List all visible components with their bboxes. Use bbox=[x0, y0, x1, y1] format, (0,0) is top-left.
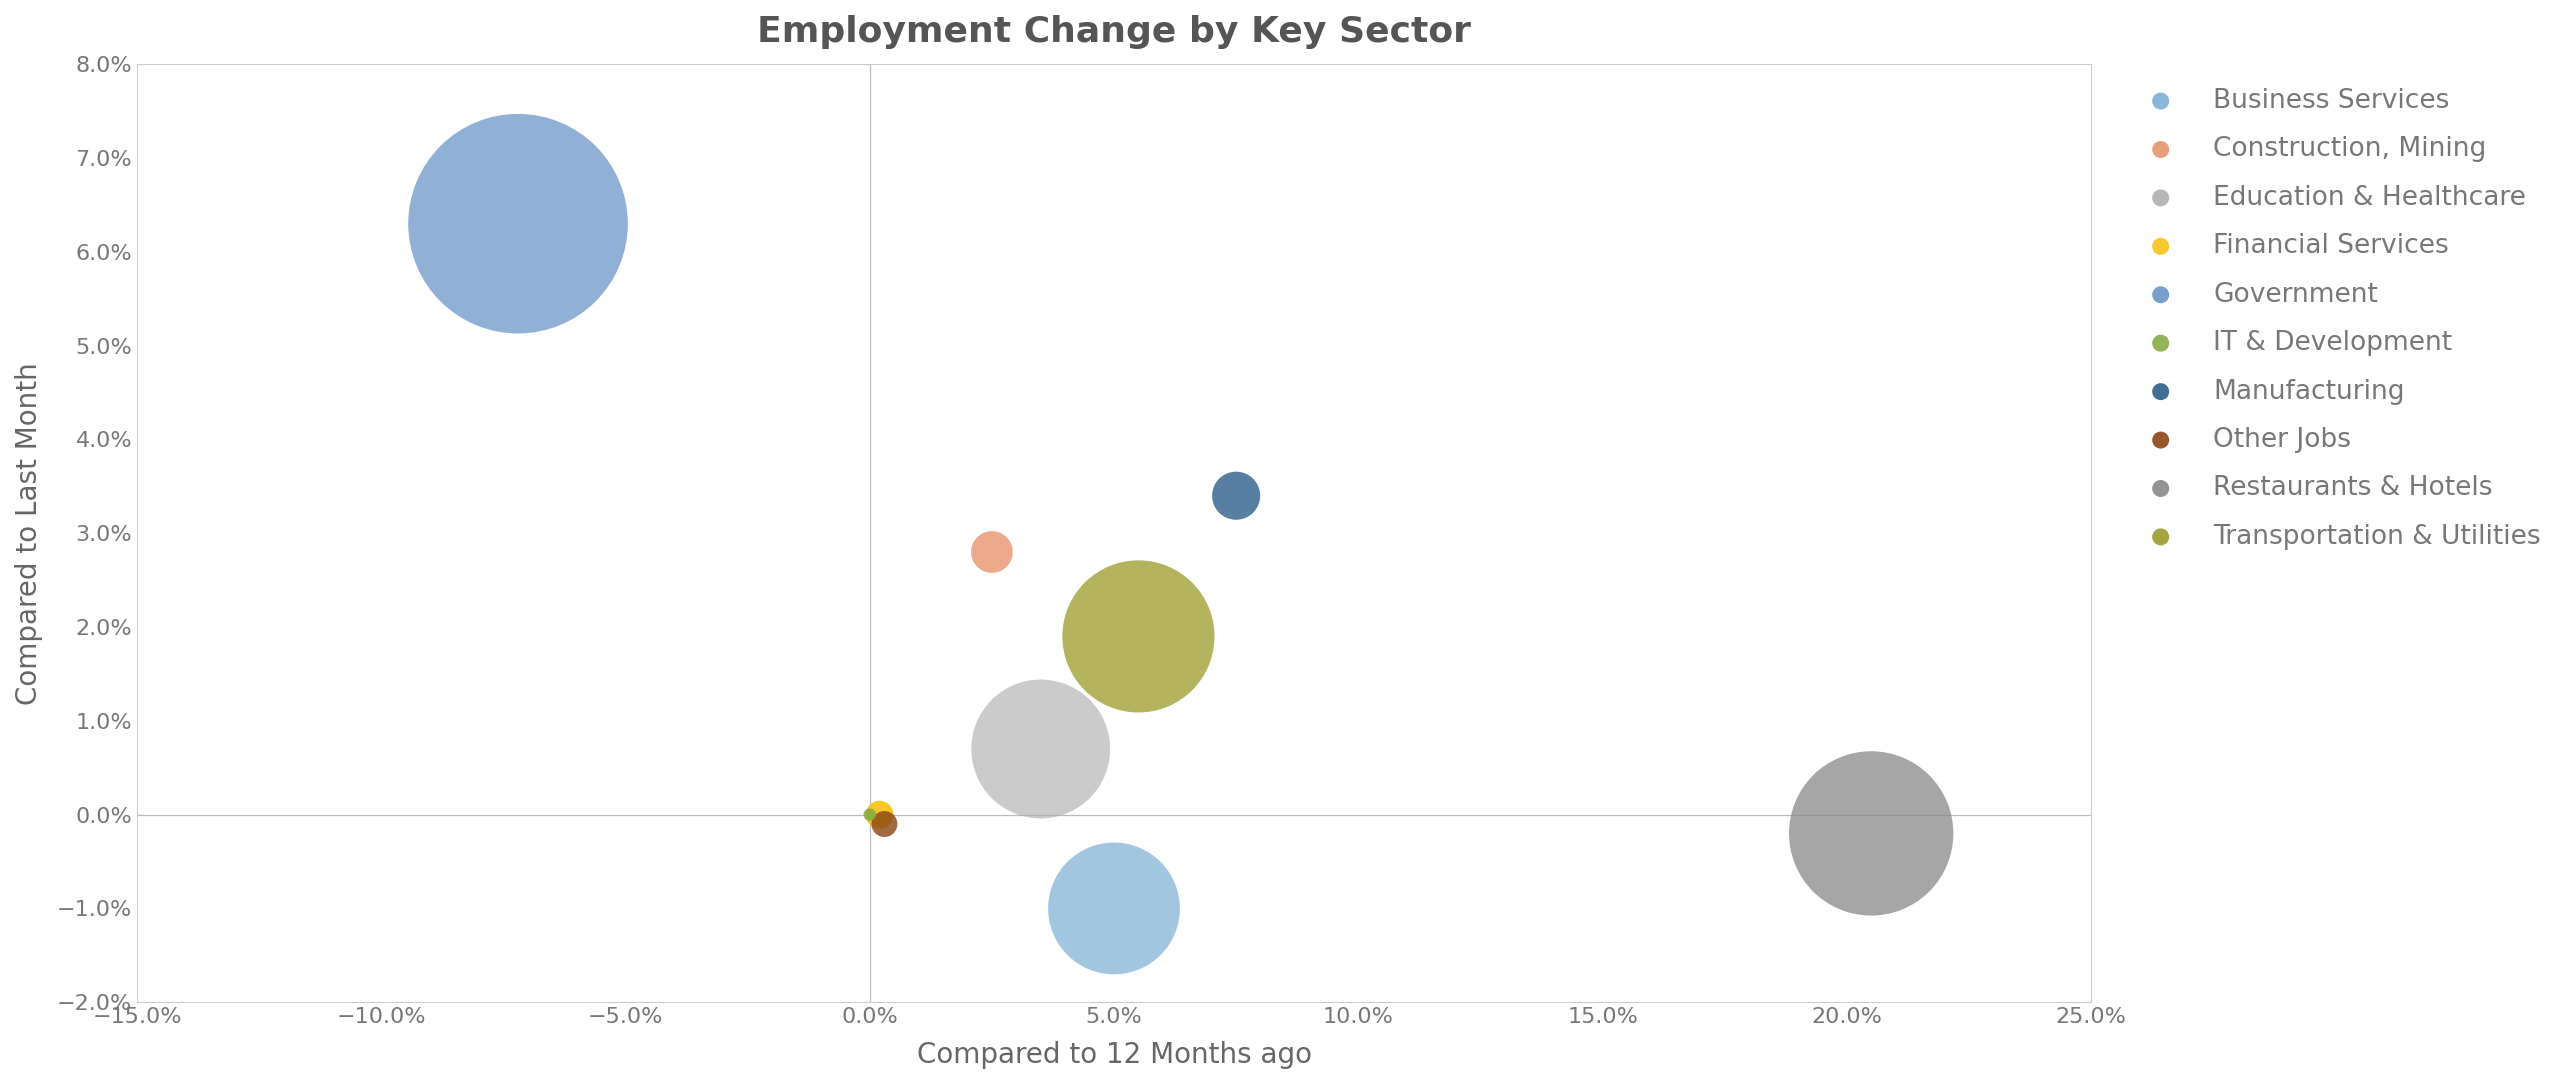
IT & Development bbox=[850, 806, 891, 824]
Transportation & Utilities bbox=[1117, 628, 1158, 645]
X-axis label: Compared to 12 Months ago: Compared to 12 Months ago bbox=[916, 1041, 1312, 1069]
Business Services bbox=[1094, 900, 1135, 917]
Restaurants & Hotels bbox=[1851, 825, 1892, 842]
Construction, Mining bbox=[970, 543, 1011, 560]
Title: Employment Change by Key Sector: Employment Change by Key Sector bbox=[757, 15, 1471, 49]
Manufacturing bbox=[1217, 487, 1258, 504]
Legend: Business Services, Construction, Mining, Education & Healthcare, Financial Servi: Business Services, Construction, Mining,… bbox=[2123, 77, 2552, 560]
Financial Services bbox=[860, 806, 901, 824]
Government bbox=[498, 215, 539, 232]
Other Jobs bbox=[865, 815, 906, 833]
Education & Healthcare bbox=[1019, 740, 1060, 758]
Y-axis label: Compared to Last Month: Compared to Last Month bbox=[15, 362, 44, 705]
